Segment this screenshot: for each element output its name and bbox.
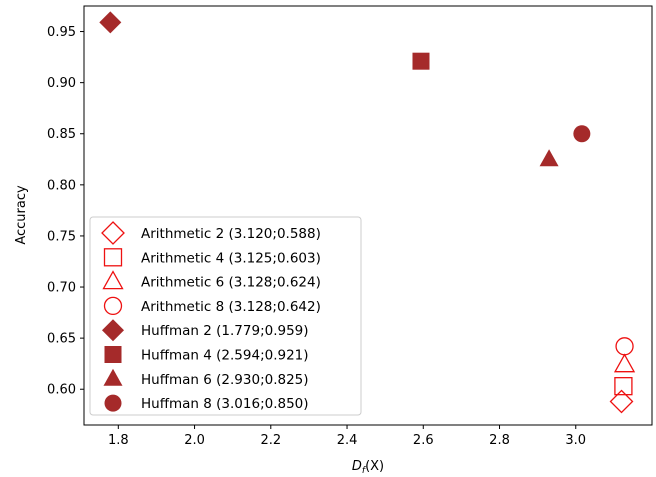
legend-entry-label: Huffman 6 (2.930;0.825) xyxy=(141,372,309,388)
legend-entry-label: Huffman 4 (2.594;0.921) xyxy=(141,348,309,364)
legend-entry-label: Arithmetic 4 (3.125;0.603) xyxy=(141,250,321,266)
y-tick-label: 0.65 xyxy=(47,332,76,347)
legend-entry-label: Arithmetic 8 (3.128;0.642) xyxy=(141,299,321,315)
y-tick-label: 0.80 xyxy=(47,178,76,193)
legend-marker-diamond xyxy=(101,221,125,245)
x-tick-label: 2.6 xyxy=(413,433,434,448)
x-tick-label: 2.8 xyxy=(489,433,510,448)
legend-marker-circle xyxy=(104,394,122,412)
legend-marker-square xyxy=(103,248,123,267)
data-point-circle xyxy=(615,337,634,356)
data-point-triangle xyxy=(613,353,636,373)
x-axis-label-sub: f xyxy=(362,466,367,476)
x-axis-label-arg: (X) xyxy=(365,459,384,474)
x-tick-label: 2.0 xyxy=(184,433,205,448)
y-tick-label: 0.95 xyxy=(47,25,76,40)
y-tick-label: 0.85 xyxy=(47,127,76,142)
data-point-diamond xyxy=(99,11,122,34)
data-point-square xyxy=(412,52,430,70)
legend-entry-label: Huffman 2 (1.779;0.959) xyxy=(141,323,309,339)
x-tick-label: 1.8 xyxy=(108,433,129,448)
data-markers xyxy=(99,11,636,414)
x-tick-label: 2.2 xyxy=(260,433,281,448)
y-axis-label: Accuracy xyxy=(14,185,29,245)
legend-marker-square xyxy=(104,346,122,363)
legend-marker-triangle xyxy=(102,270,124,290)
y-axis: 0.60 0.65 0.70 0.75 0.80 0.85 0.90 0.95 xyxy=(47,25,84,398)
legend: Arithmetic 2 (3.120;0.588) Arithmetic 4 (… xyxy=(89,216,362,416)
x-axis: 1.8 2.0 2.2 2.4 2.6 2.8 3.0 xyxy=(108,425,586,448)
legend-marker-circle xyxy=(103,296,123,316)
x-tick-label: 2.4 xyxy=(337,433,358,448)
data-point-circle xyxy=(573,125,591,143)
legend-entry-label: Arithmetic 2 (3.120;0.588) xyxy=(141,226,321,242)
legend-marker-diamond xyxy=(102,319,124,342)
y-tick-label: 0.60 xyxy=(47,383,76,398)
data-point-square xyxy=(614,377,633,396)
y-tick-label: 0.90 xyxy=(47,76,76,91)
data-point-triangle xyxy=(539,149,559,167)
legend-entry-label: Arithmetic 6 (3.128;0.624) xyxy=(141,275,321,291)
legend-box xyxy=(89,216,362,416)
x-axis-label: Df(X) xyxy=(352,459,384,476)
y-tick-label: 0.70 xyxy=(47,281,76,296)
x-tick-label: 3.0 xyxy=(565,433,586,448)
data-point-diamond xyxy=(609,389,634,414)
x-axis-label-main: D xyxy=(352,459,362,474)
legend-marker-triangle xyxy=(103,368,123,386)
y-tick-label: 0.75 xyxy=(47,229,76,244)
legend-entry-label: Huffman 8 (3.016;0.850) xyxy=(141,396,309,412)
